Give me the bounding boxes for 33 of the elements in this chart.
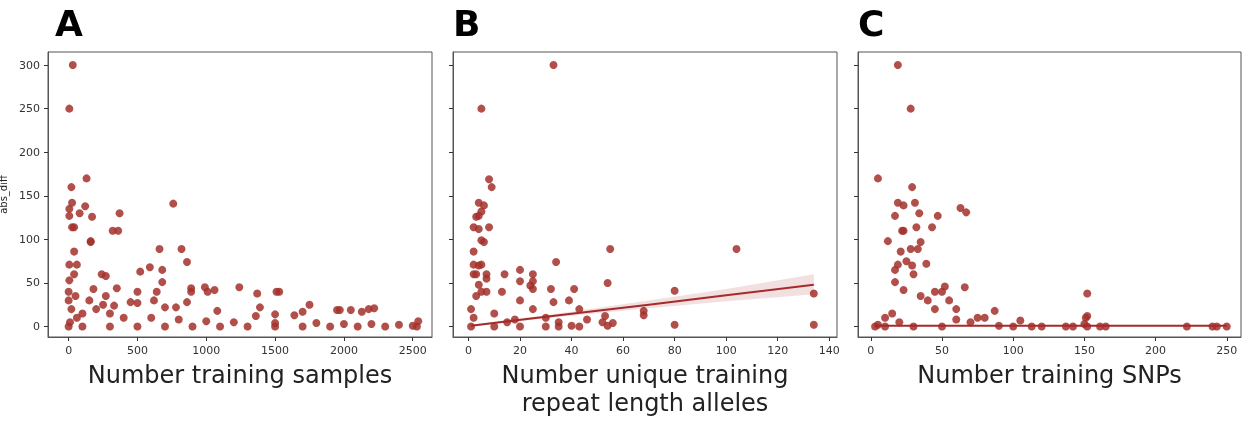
x-axis-title: Number training samples bbox=[87, 361, 393, 389]
x-tick-label: 0 bbox=[464, 344, 472, 357]
x-tick-label: 1500 bbox=[261, 344, 290, 357]
x-tick-label: 500 bbox=[126, 344, 148, 357]
chart-title: C bbox=[858, 2, 885, 44]
chart-title: A bbox=[55, 2, 83, 44]
y-tick-label: 150 bbox=[19, 189, 40, 203]
x-tick-label: 150 bbox=[1073, 344, 1095, 357]
x-tick-label: 60 bbox=[616, 344, 631, 357]
x-tick-label: 2500 bbox=[398, 344, 427, 357]
x-axis-title: Number training SNPs bbox=[917, 361, 1182, 389]
y-tick-label: 300 bbox=[19, 58, 40, 72]
x-tick-label: 100 bbox=[1002, 344, 1024, 357]
x-tick-label: 200 bbox=[1145, 344, 1167, 357]
x-tick-label: 2000 bbox=[329, 344, 358, 357]
x-tick-label: 100 bbox=[715, 344, 737, 357]
x-tick-label: 20 bbox=[513, 344, 528, 357]
y-tick-label: 250 bbox=[19, 102, 40, 116]
x-tick-label: 250 bbox=[1216, 344, 1238, 357]
x-tick-label: 1000 bbox=[192, 344, 221, 357]
y-tick-label: 0 bbox=[33, 320, 40, 334]
x-tick-label: 120 bbox=[767, 344, 789, 357]
x-tick-label: 40 bbox=[564, 344, 579, 357]
y-tick-label: 50 bbox=[26, 276, 40, 290]
x-axis-title: Number unique training repeat length alleles bbox=[501, 361, 789, 417]
chart-title: B bbox=[453, 2, 481, 44]
x-tick-label: 140 bbox=[818, 344, 840, 357]
x-tick-label: 0 bbox=[867, 344, 875, 357]
x-tick-label: 80 bbox=[667, 344, 682, 357]
x-tick-label: 0 bbox=[65, 344, 73, 357]
y-tick-label: 100 bbox=[19, 232, 40, 246]
x-tick-label: 50 bbox=[935, 344, 949, 357]
y-tick-label: 200 bbox=[19, 145, 40, 159]
